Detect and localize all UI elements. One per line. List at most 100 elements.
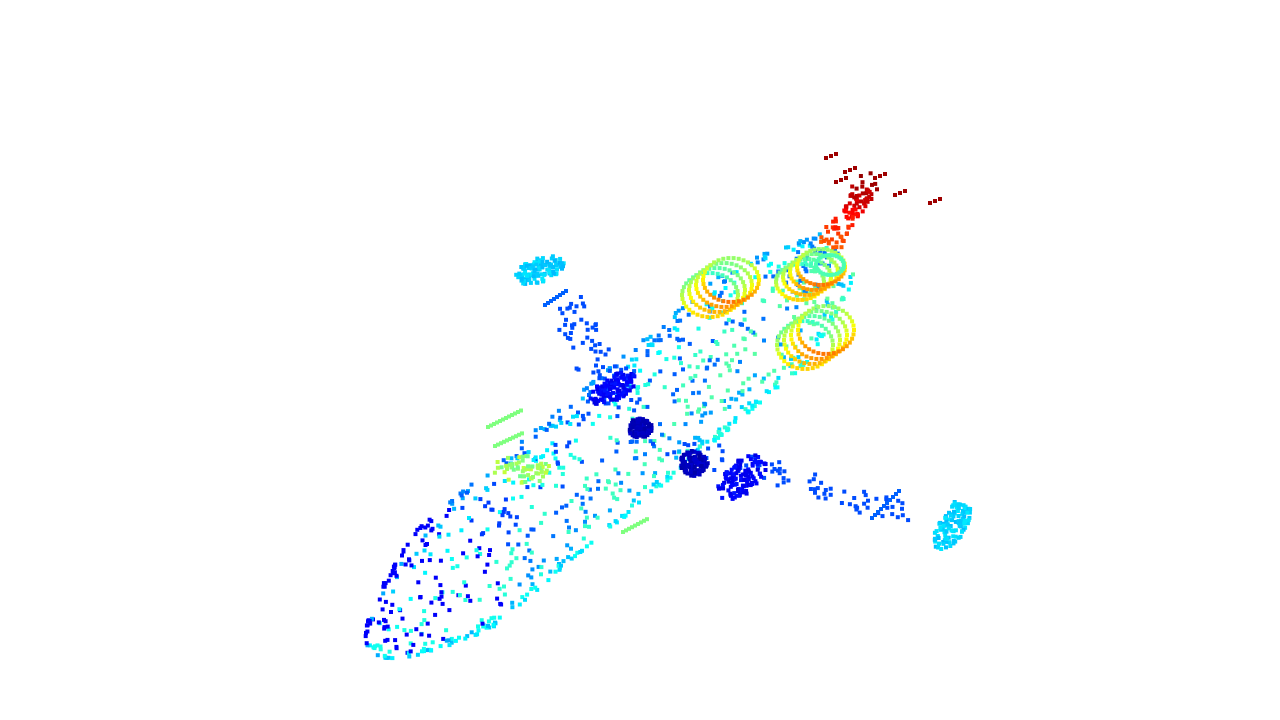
point	[666, 470, 670, 475]
point	[517, 271, 522, 276]
point	[781, 480, 786, 485]
point	[754, 400, 759, 404]
point	[560, 311, 565, 316]
point	[804, 354, 809, 359]
point	[790, 371, 794, 376]
point	[423, 533, 428, 538]
point	[726, 299, 731, 304]
point	[745, 409, 750, 414]
point	[671, 392, 676, 397]
point	[760, 379, 765, 384]
point	[824, 356, 829, 361]
point	[750, 403, 755, 408]
point	[779, 352, 784, 357]
point	[636, 522, 640, 526]
point	[696, 390, 701, 395]
point	[659, 483, 664, 488]
point	[399, 561, 404, 566]
point	[762, 338, 766, 343]
point	[606, 479, 610, 484]
point	[528, 280, 533, 285]
point	[509, 560, 514, 565]
point	[585, 335, 590, 340]
point	[695, 462, 700, 467]
point	[508, 437, 512, 441]
point	[607, 508, 612, 513]
point	[812, 487, 817, 492]
point	[837, 333, 842, 338]
point	[821, 304, 826, 309]
point	[869, 197, 874, 201]
point	[846, 287, 851, 292]
point	[645, 353, 650, 358]
point	[582, 387, 587, 392]
point	[511, 480, 516, 485]
point	[520, 454, 525, 459]
point	[629, 372, 634, 376]
point	[514, 461, 519, 466]
point	[717, 486, 721, 491]
point	[802, 314, 807, 319]
point	[564, 317, 568, 322]
point	[689, 411, 694, 416]
point	[588, 396, 593, 401]
point	[938, 197, 942, 201]
point	[967, 515, 972, 520]
point	[819, 239, 824, 244]
point	[685, 404, 690, 409]
point	[572, 309, 577, 314]
point	[866, 498, 870, 503]
point	[717, 309, 722, 314]
point	[602, 388, 607, 393]
point	[781, 278, 786, 283]
point	[897, 489, 901, 493]
point	[783, 329, 788, 334]
point	[813, 490, 817, 495]
point	[845, 333, 849, 337]
point	[546, 578, 551, 583]
point	[391, 589, 396, 594]
point	[869, 192, 874, 197]
point	[580, 301, 585, 306]
point	[697, 453, 702, 458]
point	[741, 484, 746, 489]
point	[495, 465, 500, 470]
point	[587, 487, 592, 492]
point	[633, 449, 638, 454]
point	[697, 407, 702, 412]
point	[796, 316, 801, 321]
point	[613, 381, 618, 386]
point	[412, 565, 416, 570]
point	[752, 404, 757, 409]
point	[619, 370, 624, 375]
point	[610, 381, 615, 386]
point	[831, 219, 836, 224]
point	[875, 187, 879, 192]
point	[408, 641, 413, 646]
point	[525, 273, 530, 278]
point	[883, 172, 887, 176]
point	[647, 431, 651, 435]
point	[615, 440, 620, 445]
point	[703, 411, 708, 416]
point	[693, 353, 698, 357]
point	[620, 513, 625, 518]
point	[497, 510, 502, 515]
point	[847, 210, 852, 215]
point	[777, 466, 782, 471]
point	[533, 455, 538, 460]
point	[593, 349, 598, 354]
point	[873, 513, 877, 517]
point	[823, 326, 828, 331]
point	[619, 480, 624, 485]
point	[829, 237, 834, 242]
point	[708, 292, 713, 297]
point	[683, 422, 688, 427]
point	[936, 536, 941, 540]
point	[750, 406, 755, 411]
point	[541, 558, 546, 563]
point	[638, 368, 643, 373]
point	[900, 506, 904, 511]
point	[822, 262, 827, 267]
